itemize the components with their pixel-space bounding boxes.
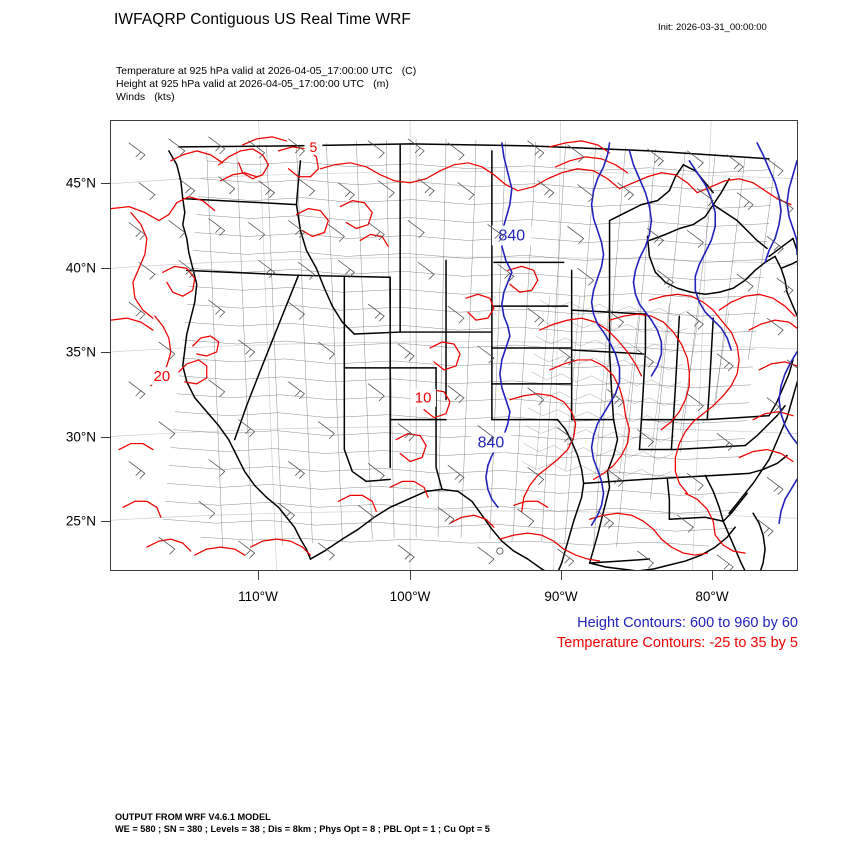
x-axis-label-110W: 110°W	[238, 589, 278, 604]
field-line-height-unit: (m)	[373, 78, 389, 90]
map-canvas: 840 840 10 5	[111, 121, 797, 570]
x-tick-110W	[258, 571, 260, 580]
contour-label-840-south: 840	[470, 432, 511, 453]
field-line-winds-unit: (kts)	[154, 91, 175, 103]
field-line-height: Height at 925 hPa valid at 2026-04-05_17…	[116, 78, 416, 91]
legend-temperature-contours: Temperature Contours: -25 to 35 by 5	[557, 635, 798, 651]
svg-text:840: 840	[499, 227, 526, 244]
y-axis-label-25N: 25°N	[65, 513, 96, 529]
contour-label-temp-5: 5	[304, 137, 323, 155]
field-line-temperature-text: Temperature at 925 hPa valid at 2026-04-…	[116, 65, 393, 77]
field-line-winds: Winds (kts)	[116, 91, 416, 104]
x-axis-label-80W: 80°W	[695, 589, 729, 604]
y-tick-40N	[101, 268, 110, 270]
height-contours	[485, 142, 797, 526]
field-line-height-text: Height at 925 hPa valid at 2026-04-05_17…	[116, 78, 365, 90]
contour-legend: Height Contours: 600 to 960 by 60 Temper…	[557, 613, 798, 653]
y-axis-label-40N: 40°N	[65, 260, 96, 276]
y-axis-label-35N: 35°N	[65, 344, 96, 360]
svg-text:10: 10	[415, 390, 432, 407]
field-line-temperature: Temperature at 925 hPa valid at 2026-04-…	[116, 65, 416, 78]
field-description-block: Temperature at 925 hPa valid at 2026-04-…	[116, 65, 416, 104]
y-axis-label-30N: 30°N	[65, 429, 96, 445]
x-axis-label-90W: 90°W	[544, 589, 578, 604]
graticule-grid	[111, 121, 797, 570]
x-tick-90W	[561, 571, 563, 580]
county-boundaries-east	[521, 295, 730, 478]
contour-label-temp-10: 10	[410, 388, 437, 407]
footer-line-model: OUTPUT FROM WRF V4.6.1 MODEL	[115, 812, 271, 822]
footer-line-config: WE = 580 ; SN = 380 ; Levels = 38 ; Dis …	[115, 823, 490, 834]
map-plot-frame: 840 840 10 5	[110, 120, 798, 571]
field-line-temperature-unit: (C)	[401, 65, 417, 77]
y-tick-45N	[101, 183, 110, 185]
wind-barbs	[128, 136, 797, 570]
y-tick-25N	[101, 521, 110, 523]
y-tick-30N	[101, 437, 110, 439]
y-tick-35N	[101, 352, 110, 354]
x-tick-100W	[410, 571, 412, 580]
contour-labels: 840 840 10 5	[148, 137, 532, 453]
init-time-stamp: Init: 2026-03-31_00:00:00	[658, 22, 767, 33]
y-axis-label-45N: 45°N	[65, 175, 96, 191]
contour-label-temp-20: 20	[148, 366, 175, 385]
x-axis-label-100W: 100°W	[389, 589, 431, 604]
model-output-footer: OUTPUT FROM WRF V4.6.1 MODEL WE = 580 ; …	[115, 812, 490, 835]
x-tick-80W	[712, 571, 714, 580]
svg-text:20: 20	[154, 368, 171, 385]
svg-text:840: 840	[478, 435, 505, 452]
contour-label-840-north: 840	[491, 225, 532, 246]
field-line-winds-text: Winds	[116, 91, 146, 103]
legend-height-contours: Height Contours: 600 to 960 by 60	[577, 615, 798, 631]
svg-text:5: 5	[310, 139, 318, 155]
page-title: IWFAQRP Contiguous US Real Time WRF	[114, 11, 411, 28]
